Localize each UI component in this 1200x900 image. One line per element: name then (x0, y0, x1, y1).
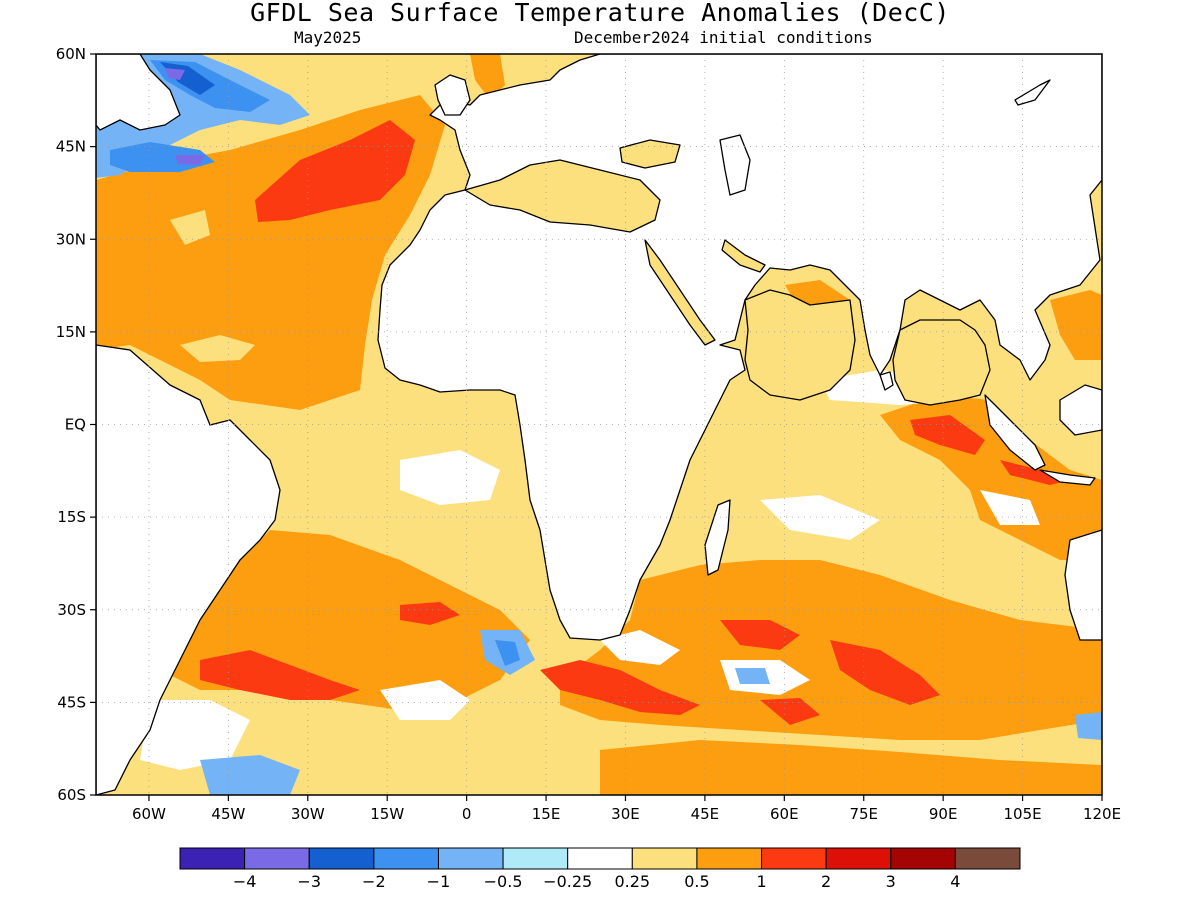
colorbar-swatch (761, 847, 827, 870)
white-east-indian-2 (980, 490, 1040, 525)
colorbar-label: 2 (821, 872, 831, 891)
red-sea-cut (644, 239, 716, 346)
black-sea-cut (619, 139, 681, 169)
lon-tick-label: 90E (929, 805, 958, 823)
lat-tick-label: EQ (65, 416, 86, 434)
red-sumatra (1000, 460, 1070, 485)
colorbar-swatch (631, 847, 698, 870)
colorbar-swatch (954, 847, 1021, 870)
colorbar-swatch (567, 847, 633, 870)
colorbar-label: 4 (950, 872, 960, 891)
colorbar-label: 0.25 (614, 872, 650, 891)
colorbar-swatch (437, 847, 504, 870)
cold-purple (165, 68, 205, 165)
yellow-patch-na2 (170, 210, 210, 245)
colorbar: −4 −3 −2 −1 −0.5 −0.25 0.25 0.5 1 2 3 4 (179, 847, 1021, 891)
lat-tick-label: 30N (56, 230, 86, 248)
lat-tick-label: 15N (56, 323, 86, 341)
cold-labrador-core2 (110, 142, 215, 172)
colorbar-label: 3 (886, 872, 896, 891)
mediterranean-cut (464, 159, 661, 233)
forecast-month: May2025 (294, 28, 362, 47)
bay-of-bengal-cut (892, 319, 991, 406)
white-south-atlantic (380, 680, 470, 720)
red-southern-indian-4 (760, 698, 820, 725)
red-south-atlantic-2 (400, 602, 460, 625)
british-isles (434, 74, 471, 116)
white-mid-indian (760, 495, 880, 540)
lat-tick-label: 60S (57, 786, 86, 804)
lat-tick-label: 45N (56, 138, 86, 156)
lon-tick-label: 45E (691, 805, 720, 823)
greenland-newfoundland (96, 54, 181, 131)
white-tropical-atlantic (400, 450, 500, 505)
java (1039, 469, 1096, 486)
orange-southern-indian (560, 560, 1102, 740)
map-title: GFDL Sea Surface Temperature Anomalies (… (250, 0, 950, 27)
lon-tick-label: 60W (132, 805, 166, 823)
lon-tick-label: 60E (770, 805, 799, 823)
lat-tick-label: 45S (57, 693, 86, 711)
colorbar-swatch (308, 847, 375, 870)
colorbar-label: −2 (362, 872, 386, 891)
colorbar-swatch (696, 847, 763, 870)
lon-tick-label: 15W (370, 805, 404, 823)
lon-tick-label: 30E (611, 805, 640, 823)
cold-far-south (200, 755, 300, 795)
red-south-atlantic (200, 650, 360, 700)
cold-south-atlantic-2 (495, 640, 520, 666)
colorbar-label: −1 (427, 872, 451, 891)
red-southern-indian-2 (720, 620, 800, 650)
colorbar-swatch (502, 847, 569, 870)
orange-south-china-sea (1050, 290, 1102, 360)
colorbar-label: −0.5 (484, 872, 523, 891)
cold-southern-indian-2 (1075, 712, 1102, 740)
caspian-cut (719, 134, 751, 196)
colorbar-label: −4 (233, 872, 257, 891)
colorbar-label: 1 (756, 872, 766, 891)
lon-tick-label: 120E (1083, 805, 1121, 823)
axis-ticks: 60W 45W 30W 15W 0 15E 30E 45E 60E 75E 90E 105E 120E 6… (56, 45, 1121, 823)
white-south-atlantic-2 (140, 700, 250, 770)
lat-tick-label: 15S (57, 508, 86, 526)
colorbar-swatch (890, 847, 956, 870)
borneo (1059, 384, 1102, 436)
orange-north-sea (470, 54, 505, 100)
japan (1014, 79, 1051, 106)
colorbar-swatch (179, 847, 246, 870)
land-masses (96, 54, 1102, 795)
colorbar-label: −3 (297, 872, 321, 891)
yellow-patch-na (180, 335, 255, 362)
lon-tick-label: 15E (532, 805, 561, 823)
initial-conditions: December2024 initial conditions (574, 28, 873, 47)
persian-gulf-cut (721, 239, 766, 273)
australia (1064, 529, 1102, 641)
madagascar (704, 499, 731, 576)
lon-tick-label: 30W (291, 805, 325, 823)
red-southern-indian-3 (830, 640, 940, 705)
sri-lanka (879, 371, 894, 391)
colorbar-swatch (244, 847, 310, 870)
colorbar-swatch (373, 847, 439, 870)
red-southern-indian (540, 660, 700, 715)
colorbar-label: −0.25 (543, 872, 592, 891)
colorbar-swatch (825, 847, 892, 870)
white-southern-indian (600, 630, 680, 665)
colorbar-label: 0.5 (684, 872, 709, 891)
lat-tick-label: 30S (57, 601, 86, 619)
south-america (96, 344, 281, 795)
lon-tick-label: 105E (1004, 805, 1042, 823)
lon-tick-label: 45W (211, 805, 245, 823)
red-east-indian (910, 415, 985, 455)
lon-tick-label: 0 (462, 805, 472, 823)
cold-southern-indian (735, 668, 770, 684)
lat-tick-label: 60N (56, 45, 86, 63)
arabian-sea-cut (744, 289, 856, 401)
orange-far-south-indian (600, 740, 1102, 795)
lon-tick-label: 75E (849, 805, 878, 823)
red-north-atlantic (255, 120, 415, 222)
